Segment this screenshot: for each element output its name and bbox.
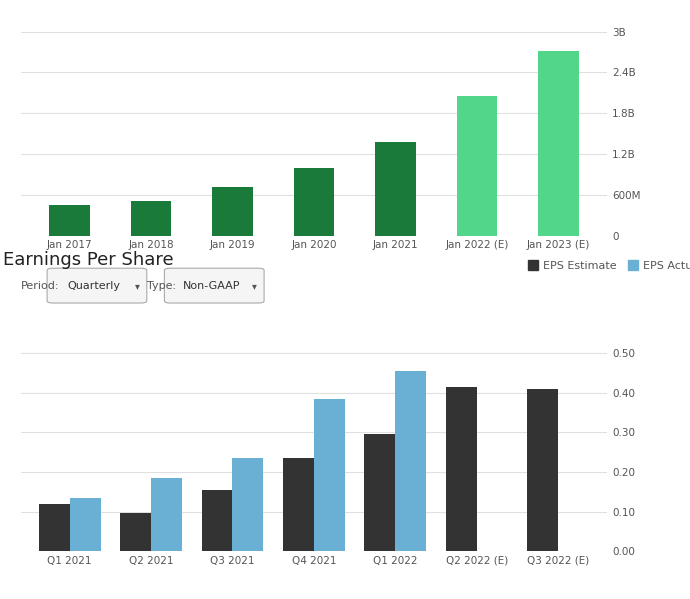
Bar bbox=[364, 434, 395, 551]
Bar bbox=[314, 399, 345, 551]
Text: Quarterly: Quarterly bbox=[68, 280, 121, 291]
Bar bbox=[120, 513, 151, 551]
Bar bbox=[375, 142, 416, 235]
Bar bbox=[201, 490, 233, 551]
Bar bbox=[293, 168, 335, 235]
Text: ▾: ▾ bbox=[135, 280, 140, 291]
Bar bbox=[151, 478, 182, 551]
Bar bbox=[233, 458, 264, 551]
Legend: Revenue, Revenue Estimate: Revenue, Revenue Estimate bbox=[506, 0, 690, 3]
Bar bbox=[395, 371, 426, 551]
Bar bbox=[39, 504, 70, 551]
Text: Non-GAAP: Non-GAAP bbox=[183, 280, 240, 291]
Text: Type:: Type: bbox=[147, 280, 176, 291]
Text: ▾: ▾ bbox=[253, 280, 257, 291]
Legend: EPS Estimate, EPS Actual: EPS Estimate, EPS Actual bbox=[523, 256, 690, 276]
Bar bbox=[527, 389, 558, 551]
Bar bbox=[538, 50, 579, 235]
Text: Earnings Per Share: Earnings Per Share bbox=[3, 251, 174, 269]
Bar bbox=[446, 387, 477, 551]
Bar bbox=[49, 205, 90, 235]
Bar bbox=[457, 96, 497, 235]
FancyBboxPatch shape bbox=[47, 268, 147, 303]
Bar bbox=[130, 201, 171, 235]
FancyBboxPatch shape bbox=[164, 268, 264, 303]
Bar bbox=[212, 187, 253, 235]
Bar bbox=[70, 498, 101, 551]
Bar bbox=[283, 458, 314, 551]
Text: Period:: Period: bbox=[21, 280, 59, 291]
